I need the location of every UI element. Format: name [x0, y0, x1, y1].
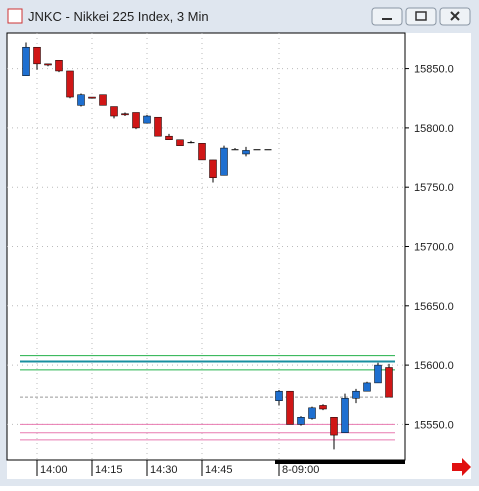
candle-body	[198, 143, 206, 161]
candle-body	[44, 63, 52, 66]
x-tick-label: 14:30	[150, 464, 178, 476]
candle-body	[110, 106, 118, 117]
candle-body	[264, 149, 272, 151]
candle-body	[275, 390, 283, 401]
candle-body	[165, 135, 173, 140]
candle-body	[209, 159, 217, 178]
y-tick-label: 15800.0	[414, 123, 454, 135]
candle-body	[143, 115, 151, 124]
x-tick-label: 14:45	[205, 464, 233, 476]
candle-body	[22, 46, 30, 76]
y-tick-label: 15850.0	[414, 64, 454, 76]
candle-body	[363, 382, 371, 392]
candle-body	[308, 407, 316, 419]
y-tick-label: 15550.0	[414, 419, 454, 431]
x-tick-label: 14:15	[95, 464, 123, 476]
candle-body	[77, 94, 85, 106]
candle-body	[187, 142, 195, 144]
y-tick-label: 15600.0	[414, 360, 454, 372]
app-icon	[7, 8, 23, 24]
candle-body	[385, 367, 393, 398]
y-tick-label: 15750.0	[414, 182, 454, 194]
candle-body	[66, 70, 74, 98]
candle-body	[231, 149, 239, 151]
candle-body	[319, 405, 327, 410]
maximize-button[interactable]	[405, 7, 437, 26]
candle-body	[176, 139, 184, 146]
candle-body	[352, 390, 360, 399]
candle-body	[154, 116, 162, 137]
candle-body	[330, 417, 338, 436]
minimize-button[interactable]	[371, 7, 403, 26]
candle-body	[55, 60, 63, 72]
candle-body	[297, 417, 305, 425]
candle-body	[132, 112, 140, 129]
candle-body	[88, 96, 96, 99]
y-tick-label: 15650.0	[414, 301, 454, 313]
candle-body	[33, 46, 41, 65]
window-buttons[interactable]	[371, 7, 471, 26]
candle-body	[220, 147, 228, 176]
x-tick-label: 14:00	[40, 464, 68, 476]
candle-body	[253, 149, 261, 151]
scroll-arrow[interactable]	[452, 458, 471, 476]
candle-body	[99, 94, 107, 106]
window-title: JNKC - Nikkei 225 Index, 3 Min	[28, 9, 209, 24]
candle-body	[286, 390, 294, 425]
candle-body	[374, 364, 382, 384]
candle-body	[341, 398, 349, 433]
x-tick-label: 8-09:00	[282, 464, 319, 476]
candle-body	[242, 150, 250, 155]
plot-area	[6, 32, 406, 461]
session-bar	[275, 460, 405, 464]
candle-body	[121, 113, 129, 116]
y-tick-label: 15700.0	[414, 242, 454, 254]
